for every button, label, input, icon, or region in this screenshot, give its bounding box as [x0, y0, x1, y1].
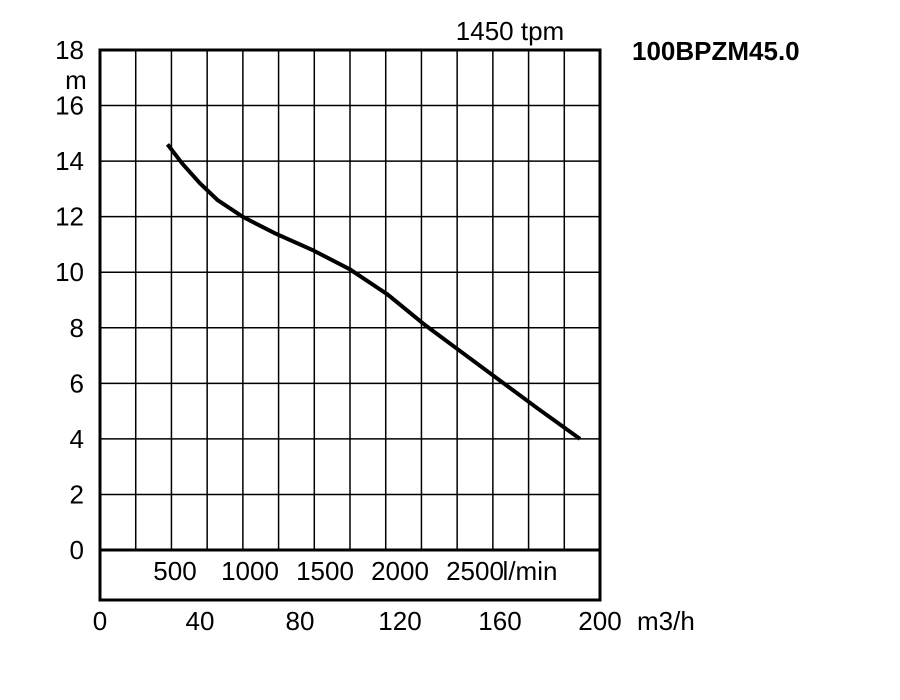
y-tick-label: 14	[55, 146, 84, 176]
y-axis-unit-label: m	[65, 65, 87, 95]
y-tick-label: 8	[70, 313, 84, 343]
x-axis-unit-label: m3/h	[637, 606, 695, 636]
y-tick-label: 2	[70, 479, 84, 509]
y-tick-label: 10	[55, 257, 84, 287]
head-curve	[165, 143, 582, 441]
x-tick-label: 160	[478, 606, 521, 636]
x-tick-label: 0	[93, 606, 107, 636]
secondary-x-tick-label: 2500	[446, 556, 504, 586]
secondary-x-tick-label: 500	[153, 556, 196, 586]
x-tick-label: 200	[578, 606, 621, 636]
y-tick-label: 0	[70, 535, 84, 565]
y-tick-label: 6	[70, 368, 84, 398]
y-tick-label: 16	[55, 91, 84, 121]
secondary-x-tick-label: 1000	[221, 556, 279, 586]
secondary-axis-unit-label: l/min	[503, 556, 558, 586]
secondary-x-tick-label: 2000	[371, 556, 429, 586]
x-tick-label: 40	[186, 606, 215, 636]
pump-model-label: 100BPZM45.0	[632, 36, 800, 66]
secondary-x-tick-label: 1500	[296, 556, 354, 586]
y-tick-label: 4	[70, 424, 84, 454]
y-tick-label: 18	[55, 35, 84, 65]
plot-frame	[98, 48, 602, 602]
y-tick-label: 12	[55, 202, 84, 232]
x-tick-label: 120	[378, 606, 421, 636]
x-tick-label: 80	[286, 606, 315, 636]
speed-label: 1450 tpm	[456, 16, 564, 46]
